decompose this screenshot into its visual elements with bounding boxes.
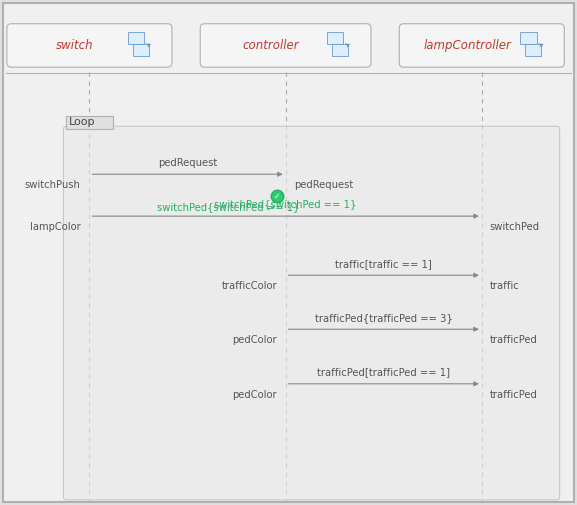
FancyBboxPatch shape — [128, 32, 144, 44]
FancyBboxPatch shape — [200, 24, 371, 67]
Text: Loop: Loop — [69, 117, 96, 127]
Bar — [66, 116, 113, 129]
Text: controller: controller — [243, 39, 299, 52]
Text: pedRequest: pedRequest — [294, 180, 354, 190]
Text: switchPed{switchPed == 1}: switchPed{switchPed == 1} — [157, 202, 299, 212]
Text: traffic: traffic — [489, 281, 519, 291]
FancyBboxPatch shape — [7, 24, 172, 67]
FancyBboxPatch shape — [133, 44, 149, 56]
Text: pedColor: pedColor — [233, 335, 277, 345]
FancyBboxPatch shape — [399, 24, 564, 67]
FancyBboxPatch shape — [327, 32, 343, 44]
Text: trafficPed{trafficPed == 3}: trafficPed{trafficPed == 3} — [315, 313, 452, 323]
Text: lampController: lampController — [424, 39, 511, 52]
Text: switch: switch — [56, 39, 94, 52]
FancyBboxPatch shape — [63, 126, 560, 500]
Text: trafficColor: trafficColor — [222, 281, 277, 291]
Text: ✓: ✓ — [273, 191, 280, 200]
Text: lampColor: lampColor — [30, 222, 81, 232]
Text: traffic[traffic == 1]: traffic[traffic == 1] — [335, 259, 432, 269]
Text: switchPed: switchPed — [489, 222, 539, 232]
Text: pedColor: pedColor — [233, 390, 277, 400]
Text: switchPed{switchPed == 1}: switchPed{switchPed == 1} — [215, 199, 357, 210]
FancyBboxPatch shape — [520, 32, 537, 44]
Text: trafficPed[trafficPed == 1]: trafficPed[trafficPed == 1] — [317, 367, 450, 377]
Text: switchPush: switchPush — [25, 180, 81, 190]
FancyBboxPatch shape — [3, 3, 574, 502]
FancyBboxPatch shape — [332, 44, 348, 56]
Text: pedRequest: pedRequest — [158, 158, 217, 168]
Text: trafficPed: trafficPed — [489, 390, 537, 400]
Text: trafficPed: trafficPed — [489, 335, 537, 345]
FancyBboxPatch shape — [525, 44, 541, 56]
